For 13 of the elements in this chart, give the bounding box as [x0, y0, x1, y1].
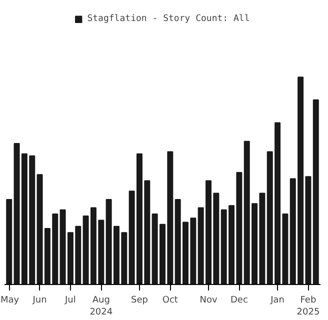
x-tick-label: May	[0, 296, 20, 306]
x-tick-label: Nov	[200, 296, 218, 306]
x-tick-label: Jun	[32, 296, 47, 306]
x-tick-label: Sep	[131, 296, 148, 306]
x-tick-label: Feb 2025	[296, 296, 320, 318]
bar	[312, 99, 319, 284]
x-tick-label: Aug 2024	[90, 296, 113, 318]
x-tick-label: Jul	[64, 296, 76, 306]
x-tick-label: Jan	[270, 296, 284, 306]
legend-label: Stagflation - Story Count: All	[87, 14, 250, 24]
x-tick-label: Oct	[162, 296, 178, 306]
bar	[6, 198, 12, 284]
x-tick-label: Dec	[230, 296, 248, 306]
